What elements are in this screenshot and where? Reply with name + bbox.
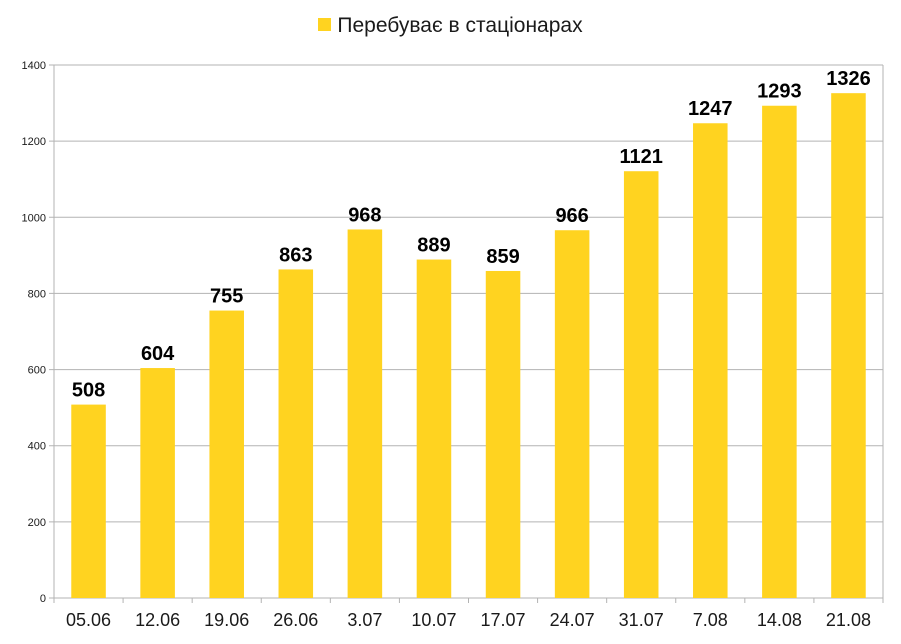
- y-tick-label: 0: [40, 593, 46, 605]
- x-tick-label: 14.08: [757, 610, 802, 630]
- gridlines: [49, 64, 883, 599]
- x-tick-label: 21.08: [826, 610, 871, 630]
- bar: [693, 123, 728, 599]
- data-label: 966: [555, 205, 588, 227]
- x-tick-label: 31.07: [619, 610, 664, 630]
- data-label: 863: [279, 244, 312, 266]
- bar: [762, 105, 797, 599]
- data-labels: 508 604 755 863 968 889 859 966 1121 1247 1293 1326: [72, 68, 871, 401]
- y-tick-label: 400: [28, 441, 46, 453]
- x-tick-label: 12.06: [135, 610, 180, 630]
- x-axis-ticks: 05.06 12.06 19.06 26.06 3.07 10.07 17.07 24.07 3…: [66, 610, 871, 630]
- y-tick-label: 800: [28, 288, 46, 300]
- bar: [278, 269, 314, 598]
- bar: [485, 270, 521, 598]
- bar: [71, 404, 106, 598]
- data-label: 1121: [620, 146, 663, 168]
- bar: [347, 229, 383, 598]
- data-label: 1326: [826, 68, 871, 90]
- data-label: 1247: [688, 98, 733, 120]
- bar: [554, 230, 590, 599]
- bar: [623, 171, 659, 598]
- y-axis-ticks: 0 200 400 600 800 1000 1200 1400: [22, 60, 46, 605]
- data-label: 508: [72, 380, 105, 402]
- bars: [71, 93, 866, 599]
- y-tick-label: 600: [28, 365, 46, 377]
- data-label: 604: [141, 343, 175, 365]
- data-label: 889: [417, 235, 450, 257]
- y-tick-label: 1000: [22, 212, 46, 224]
- data-label: 755: [210, 286, 243, 308]
- y-tick-label: 1200: [22, 136, 46, 148]
- x-tick-label: 17.07: [481, 610, 526, 630]
- legend-swatch: [318, 18, 332, 31]
- data-label: 859: [486, 246, 519, 268]
- x-tick-label: 26.06: [273, 610, 318, 630]
- y-tick-label: 200: [28, 517, 46, 529]
- x-tick-label: 19.06: [204, 610, 249, 630]
- bar: [209, 310, 244, 598]
- bar: [831, 93, 866, 599]
- bar: [416, 259, 452, 598]
- x-tick-label: 05.06: [66, 610, 111, 630]
- axes: [53, 65, 884, 603]
- x-tick-label: 24.07: [550, 610, 595, 630]
- x-tick-label: 7.08: [693, 610, 728, 630]
- chart-legend: Перебуває в стаціонарах: [0, 14, 901, 38]
- data-label: 1293: [757, 81, 802, 103]
- legend-label: Перебуває в стаціонарах: [337, 14, 583, 37]
- x-tick-label: 10.07: [411, 610, 456, 630]
- y-tick-label: 1400: [22, 60, 46, 72]
- data-label: 968: [348, 204, 381, 226]
- bar: [140, 368, 175, 598]
- x-tick-label: 3.07: [347, 610, 382, 630]
